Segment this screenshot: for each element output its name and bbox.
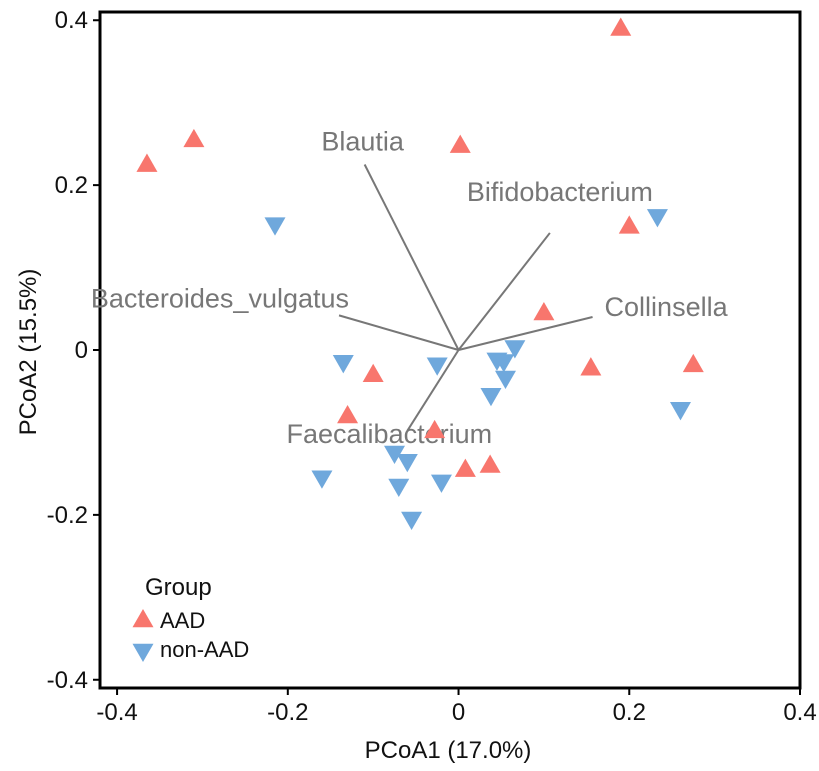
y-axis-label: PCoA2 (15.5%) — [15, 269, 42, 436]
legend-entry-label: AAD — [160, 608, 205, 633]
aad-point — [449, 134, 471, 153]
data-points — [136, 17, 704, 530]
aad-point — [618, 215, 640, 234]
vector-line — [406, 349, 460, 432]
non-aad-point — [494, 370, 516, 389]
non-aad-point — [504, 340, 526, 359]
non-aad-point — [646, 209, 668, 228]
non-aad-point — [401, 511, 423, 530]
x-tick-label: 0.4 — [783, 699, 816, 726]
x-tick-label: -0.4 — [96, 699, 137, 726]
aad-point — [454, 458, 476, 477]
non-aad-point — [264, 217, 286, 236]
y-tick-label: 0.2 — [55, 172, 88, 199]
x-axis-label: PCoA1 (17.0%) — [365, 737, 532, 764]
y-tick-label: 0.4 — [55, 7, 88, 34]
y-tick-label: -0.4 — [47, 667, 88, 694]
non-aad-point — [669, 402, 691, 421]
aad-point — [682, 353, 704, 373]
non-aad-point — [388, 478, 410, 497]
non-aad-point — [332, 355, 354, 374]
non-aad-point — [426, 357, 448, 376]
aad-point — [337, 404, 359, 424]
legend-aad-marker — [132, 609, 154, 628]
aad-point — [479, 454, 501, 473]
vector-line — [458, 316, 593, 351]
aad-point — [183, 128, 205, 148]
x-tick-label: 0 — [452, 699, 465, 726]
legend-non-aad-marker — [132, 643, 154, 662]
legend-entry-label: non-AAD — [160, 637, 249, 662]
legend-title: Group — [145, 574, 212, 601]
legend: Group AAD non-AAD — [132, 574, 249, 662]
x-axis-ticks: -0.4 -0.2 0 0.2 0.4 — [96, 688, 817, 726]
vector-label: Bacteroides_vulgatus — [91, 283, 349, 313]
non-aad-point — [480, 388, 502, 407]
vector-line — [363, 164, 460, 351]
aad-point — [136, 153, 158, 172]
vector-line — [338, 314, 459, 351]
aad-point — [533, 301, 555, 321]
non-aad-point — [311, 470, 333, 489]
vector-label: Bifidobacterium — [467, 177, 653, 207]
vector-label: Faecalibacterium — [287, 419, 493, 449]
aad-point — [580, 357, 602, 376]
vector-label: Collinsella — [605, 292, 729, 322]
y-axis-ticks: -0.4 -0.2 0 0.2 0.4 — [47, 7, 100, 694]
non-aad-point — [430, 474, 452, 493]
non-aad-point — [396, 453, 418, 473]
y-tick-label: -0.2 — [47, 502, 88, 529]
biplot-vectors: Blautia Bifidobacterium Bacteroides_vulgat… — [91, 127, 729, 449]
y-tick-label: 0 — [75, 337, 88, 364]
non-aad-point — [384, 445, 406, 465]
x-tick-label: 0.2 — [613, 699, 646, 726]
aad-point — [424, 419, 446, 439]
non-aad-point — [493, 354, 515, 373]
x-tick-label: -0.2 — [267, 699, 308, 726]
aad-point — [610, 17, 632, 36]
vector-label: Blautia — [321, 127, 405, 157]
vector-line — [457, 232, 551, 351]
aad-point — [362, 363, 384, 383]
